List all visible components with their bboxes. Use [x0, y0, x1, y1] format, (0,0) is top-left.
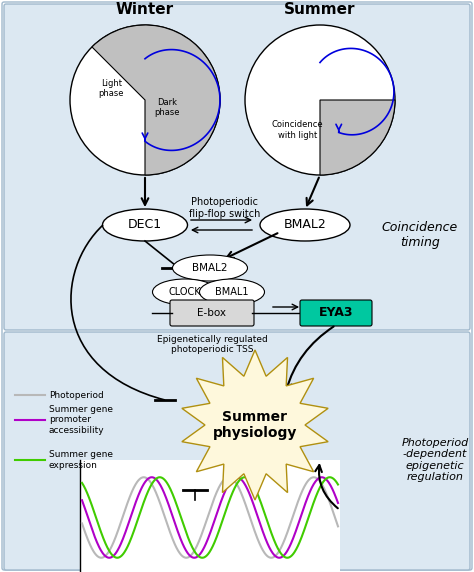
- Text: Coincidence
with light: Coincidence with light: [272, 120, 323, 140]
- Ellipse shape: [260, 209, 350, 241]
- Text: Photoperiodic
flip-flop switch: Photoperiodic flip-flop switch: [189, 197, 261, 219]
- Text: Summer gene
expression: Summer gene expression: [49, 450, 113, 470]
- Polygon shape: [182, 350, 328, 500]
- Text: Photoperiod: Photoperiod: [49, 391, 104, 399]
- Text: Photoperiod
-dependent
epigenetic
regulation: Photoperiod -dependent epigenetic regula…: [401, 438, 469, 482]
- FancyBboxPatch shape: [4, 332, 470, 570]
- Ellipse shape: [200, 279, 264, 305]
- FancyBboxPatch shape: [300, 300, 372, 326]
- Text: Coincidence
timing: Coincidence timing: [382, 221, 458, 249]
- Text: Epigenetically regulated
photoperiodic TSS: Epigenetically regulated photoperiodic T…: [156, 335, 267, 355]
- Circle shape: [245, 25, 395, 175]
- Bar: [80, 460, 340, 572]
- Wedge shape: [92, 25, 220, 175]
- Text: BMAL1: BMAL1: [215, 287, 249, 297]
- Text: BMAL2: BMAL2: [283, 219, 327, 232]
- Text: Summer: Summer: [284, 2, 356, 17]
- Circle shape: [70, 25, 220, 175]
- Text: EYA3: EYA3: [319, 307, 353, 320]
- Text: Light
phase: Light phase: [99, 79, 124, 98]
- Ellipse shape: [153, 279, 218, 305]
- Text: BMAL2: BMAL2: [192, 263, 228, 273]
- Wedge shape: [320, 100, 395, 175]
- Text: DEC1: DEC1: [128, 219, 162, 232]
- Ellipse shape: [173, 255, 247, 281]
- Ellipse shape: [102, 209, 188, 241]
- Text: Summer gene
promoter
accessibility: Summer gene promoter accessibility: [49, 405, 113, 435]
- Text: Summer
physiology: Summer physiology: [213, 410, 297, 440]
- FancyBboxPatch shape: [170, 300, 254, 326]
- Text: CLOCK: CLOCK: [169, 287, 201, 297]
- Text: Winter: Winter: [116, 2, 174, 17]
- FancyBboxPatch shape: [4, 4, 470, 330]
- Text: Dark
phase: Dark phase: [155, 98, 180, 117]
- Text: E-box: E-box: [198, 308, 227, 318]
